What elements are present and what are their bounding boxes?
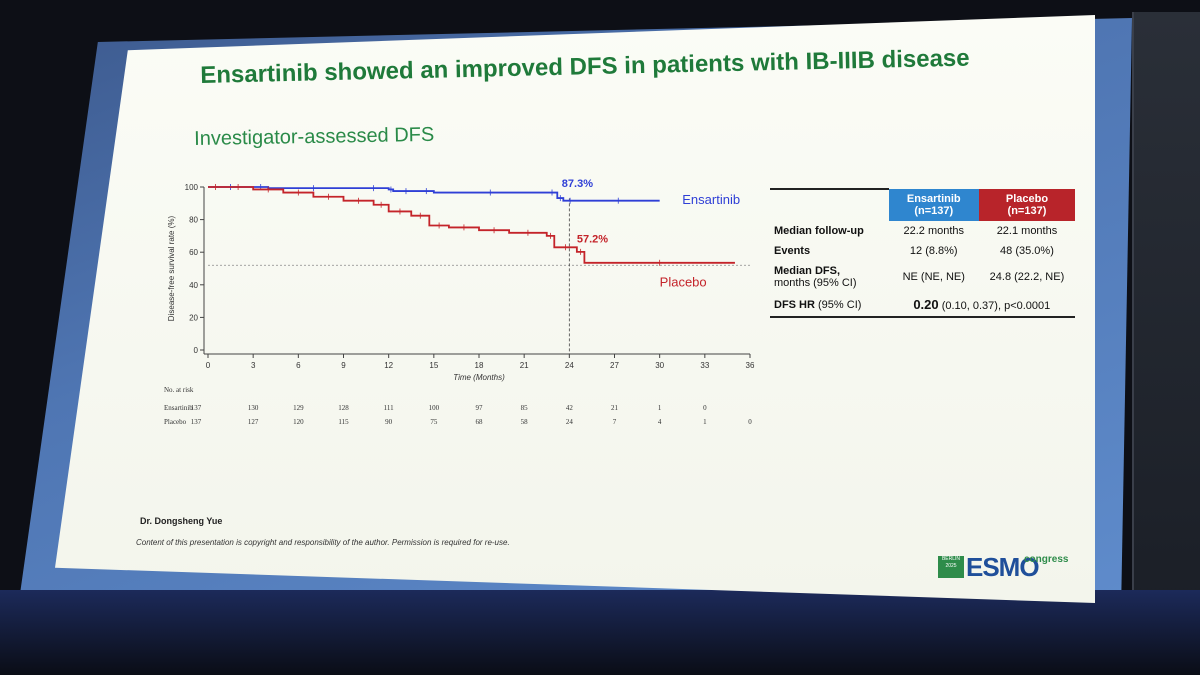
hr-label-ci: (95% CI) [818, 298, 862, 311]
x-tick-label: 15 [429, 361, 438, 370]
risk-value: 115 [338, 418, 349, 426]
risk-value: 128 [338, 404, 349, 412]
row-label: Median DFS, months (95% CI) [770, 261, 889, 293]
row-label: Median follow-up [774, 225, 864, 237]
risk-value: 58 [521, 418, 529, 426]
row-ens-value: 12 (8.8%) [909, 245, 958, 257]
risk-value: 100 [429, 404, 440, 412]
row-pla-value: 24.8 (22.2, NE) [989, 271, 1065, 283]
stats-row-hr: DFS HR (95% CI) 0.20 (0.10, 0.37), p<0.0… [770, 293, 1075, 318]
stage-floor [0, 590, 1200, 675]
row-label-main: Median DFS, [774, 265, 841, 277]
risk-value: 137 [191, 404, 202, 412]
stats-table: Ensartinib (n=137) Placebo (n=137) Media… [770, 188, 1075, 318]
x-axis-title: Time (Months) [453, 373, 505, 382]
risk-value: 0 [703, 404, 707, 412]
x-tick-label: 30 [655, 361, 664, 370]
risk-value: 127 [248, 418, 259, 426]
risk-value: 0 [748, 418, 752, 426]
x-tick-label: 27 [610, 361, 619, 370]
risk-value: 42 [566, 404, 574, 412]
annotation-ensartinib: 87.3% [562, 178, 593, 190]
y-tick-label: 40 [189, 281, 198, 290]
risk-row-name: Placebo [164, 418, 187, 426]
row-label-sub: months (95% CI) [774, 277, 857, 289]
hr-label-main: DFS HR [774, 298, 815, 311]
x-tick-label: 24 [565, 361, 574, 370]
annotation-placebo: 57.2% [577, 233, 608, 245]
legend-placebo: Placebo [660, 274, 707, 289]
risk-value: 111 [384, 404, 394, 412]
risk-table-label: No. at risk [164, 386, 194, 394]
x-tick-label: 12 [384, 361, 393, 370]
stats-row: Median follow-up 22.2 months 22.1 months [770, 221, 1075, 241]
x-tick-label: 21 [520, 361, 529, 370]
x-tick-label: 36 [746, 361, 755, 370]
esmo-logo: BERLIN 2025 ESMO congress [938, 552, 1078, 586]
stats-header-ensartinib: Ensartinib (n=137) [888, 189, 979, 221]
row-ens-value: NE (NE, NE) [902, 271, 965, 283]
x-tick-label: 33 [700, 361, 709, 370]
logo-badge: BERLIN 2025 [938, 556, 964, 578]
risk-value: 21 [611, 404, 619, 412]
header-ensartinib-n: (n=137) [914, 205, 954, 217]
row-pla-value: 22.1 months [996, 225, 1058, 237]
stats-header-placebo: Placebo (n=137) [978, 189, 1075, 221]
side-monitor [1132, 12, 1200, 607]
row-label: Events [774, 245, 811, 257]
risk-value: 4 [658, 418, 662, 426]
risk-value: 120 [293, 418, 304, 426]
logo-brand: ESMO [966, 552, 1040, 582]
x-tick-label: 6 [296, 361, 301, 370]
x-tick-label: 0 [206, 361, 211, 370]
header-placebo-n: (n=137) [1007, 205, 1047, 217]
y-tick-label: 0 [194, 346, 199, 355]
stats-row: Events 12 (8.8%) 48 (35.0%) [770, 241, 1075, 261]
series-line-placebo [208, 186, 735, 264]
row-pla-value: 48 (35.0%) [1000, 245, 1054, 257]
hr-value-cell: 0.20 (0.10, 0.37), p<0.0001 [888, 293, 1075, 318]
logo-badge-year: 2025 [945, 563, 957, 569]
stats-header-blank [770, 188, 889, 221]
risk-value: 1 [703, 418, 707, 426]
x-tick-label: 9 [341, 361, 346, 370]
y-tick-label: 20 [189, 313, 198, 322]
author-name: Dr. Dongsheng Yue [140, 516, 223, 526]
hr-label: DFS HR (95% CI) [770, 293, 889, 318]
risk-value: 90 [385, 418, 393, 426]
risk-row-name: Ensartinib [164, 404, 193, 412]
copyright-notice: Content of this presentation is copyrigh… [136, 538, 510, 547]
legend-ensartinib: Ensartinib [682, 192, 740, 207]
x-tick-label: 18 [475, 361, 484, 370]
risk-value: 75 [430, 418, 438, 426]
x-tick-label: 3 [251, 361, 256, 370]
y-axis-title: Disease-free survival rate (%) [167, 215, 176, 321]
risk-value: 129 [293, 404, 304, 412]
hr-detail: (0.10, 0.37), p<0.0001 [941, 300, 1051, 312]
header-ensartinib-name: Ensartinib [906, 193, 961, 205]
risk-value: 85 [521, 404, 529, 412]
risk-value: 1 [658, 404, 662, 412]
y-tick-label: 100 [185, 183, 199, 192]
y-tick-label: 60 [189, 248, 198, 257]
risk-value: 137 [191, 418, 202, 426]
stats-row: Median DFS, months (95% CI) NE (NE, NE) … [770, 261, 1075, 293]
risk-value: 130 [248, 404, 259, 412]
risk-value: 24 [566, 418, 574, 426]
risk-value: 7 [613, 418, 617, 426]
logo-suffix: congress [1024, 554, 1069, 565]
hr-value: 0.20 [913, 297, 939, 312]
risk-value: 97 [476, 404, 484, 412]
logo-badge-city: BERLIN [941, 556, 961, 562]
header-placebo-name: Placebo [1005, 193, 1049, 205]
row-ens-value: 22.2 months [903, 225, 965, 237]
y-tick-label: 80 [189, 216, 198, 225]
slide-subtitle: Investigator-assessed DFS [194, 123, 435, 150]
risk-value: 68 [476, 418, 484, 426]
